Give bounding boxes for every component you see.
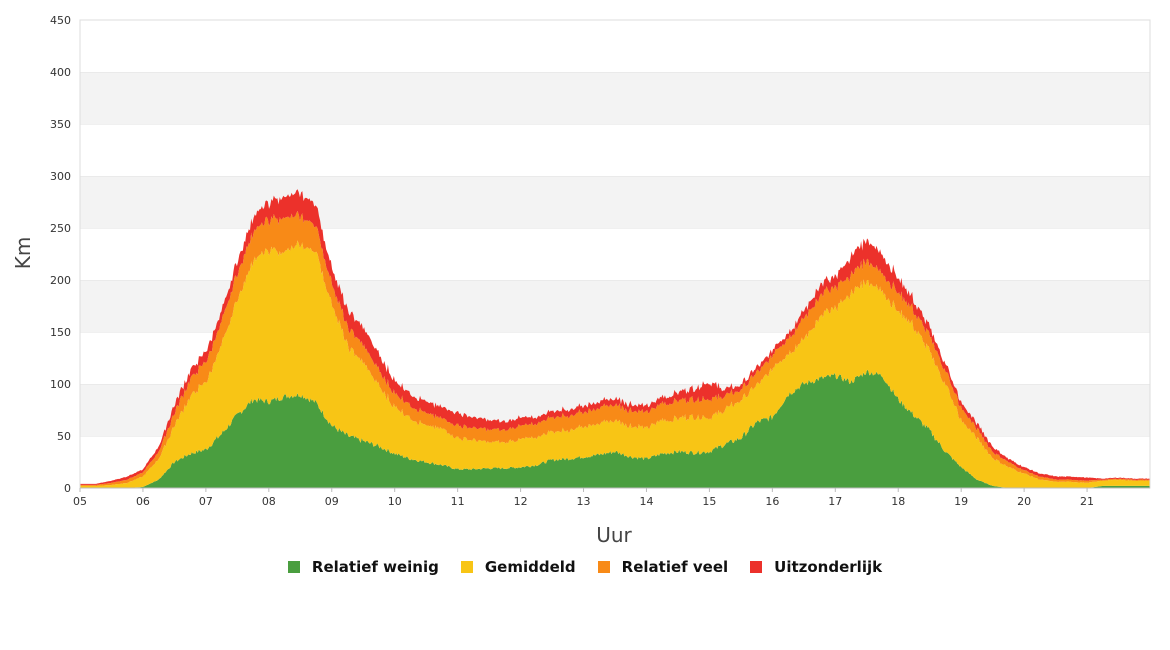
area-series-uitzonderlijk[interactable] [80, 189, 1150, 485]
x-tick-label: 09 [325, 495, 339, 508]
legend: Relatief weinig Gemiddeld Relatief veel … [0, 558, 1170, 576]
x-tick-label: 10 [388, 495, 402, 508]
x-tick-label: 14 [639, 495, 653, 508]
legend-swatch-relatief-weinig [287, 561, 300, 573]
area-series-relatief-weinig[interactable] [80, 369, 1150, 488]
y-tick-label: 50 [57, 430, 71, 443]
legend-label: Relatief weinig [311, 558, 439, 576]
y-tick-label: 100 [50, 378, 71, 391]
x-tick-label: 18 [891, 495, 905, 508]
legend-swatch-relatief-veel [597, 561, 610, 573]
legend-label: Uitzonderlijk [774, 558, 883, 576]
y-tick-label: 300 [50, 170, 71, 183]
area-series-group [80, 189, 1150, 488]
grid-band [80, 124, 1150, 176]
x-tick-label: 21 [1080, 495, 1094, 508]
x-tick-label: 08 [262, 495, 276, 508]
x-tick-label: 06 [136, 495, 150, 508]
y-tick-label: 200 [50, 274, 71, 287]
legend-item-relatief-weinig[interactable]: Relatief weinig [287, 558, 439, 576]
x-tick-label: 11 [451, 495, 465, 508]
legend-label: Gemiddeld [484, 558, 576, 576]
x-tick-label: 16 [765, 495, 779, 508]
area-series-relatief-veel[interactable] [80, 210, 1150, 486]
x-tick-label: 15 [702, 495, 716, 508]
x-tick-label: 12 [514, 495, 528, 508]
x-tick-label: 05 [73, 495, 87, 508]
x-tick-label: 17 [828, 495, 842, 508]
y-tick-label: 0 [64, 482, 71, 495]
y-tick-label: 400 [50, 66, 71, 79]
grid-band [80, 72, 1150, 124]
x-tick-label: 20 [1017, 495, 1031, 508]
legend-item-gemiddeld[interactable]: Gemiddeld [460, 558, 576, 576]
legend-label: Relatief veel [621, 558, 729, 576]
y-tick-label: 450 [50, 14, 71, 27]
y-axis-title: Km [11, 237, 35, 270]
area-series-gemiddeld[interactable] [80, 240, 1150, 488]
legend-item-relatief-veel[interactable]: Relatief veel [597, 558, 729, 576]
x-tick-label: 19 [954, 495, 968, 508]
legend-item-uitzonderlijk[interactable]: Uitzonderlijk [750, 558, 882, 576]
grid-band [80, 176, 1150, 228]
legend-swatch-gemiddeld [460, 561, 473, 573]
y-tick-label: 150 [50, 326, 71, 339]
plot-frame [79, 19, 1151, 489]
y-axis-ticks: 0 50 100 150 200 250 300 350 400 450 [50, 14, 71, 495]
x-tick-label: 07 [199, 495, 213, 508]
legend-swatch-uitzonderlijk [750, 561, 763, 573]
y-tick-label: 250 [50, 222, 71, 235]
grid-band [80, 20, 1150, 72]
x-tick-label: 13 [577, 495, 591, 508]
y-tick-label: 350 [50, 118, 71, 131]
x-axis-title: Uur [596, 523, 632, 547]
x-axis-ticks: 05 06 07 08 09 10 11 12 13 14 15 16 17 18 19 20 21 [73, 488, 1094, 508]
